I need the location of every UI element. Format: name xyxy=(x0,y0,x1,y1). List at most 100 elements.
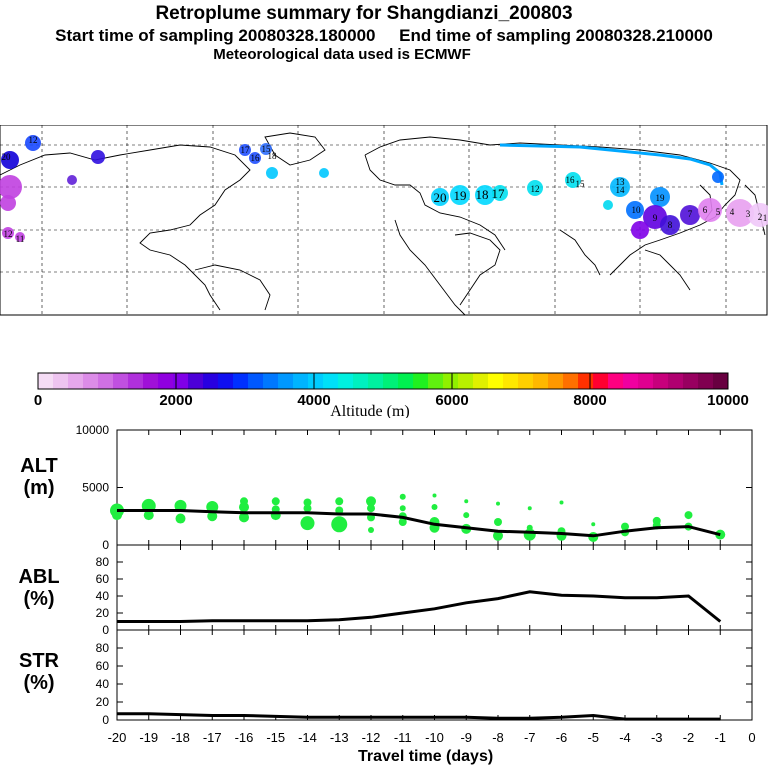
colorbar-cell xyxy=(518,373,534,389)
str-ytick-label: 0 xyxy=(102,713,109,727)
plume-marker-label: 12 xyxy=(29,135,38,145)
x-tick-label: -20 xyxy=(108,730,127,745)
x-tick-label: -6 xyxy=(556,730,568,745)
plume-marker xyxy=(431,188,449,206)
plume-marker-label: 18 xyxy=(268,151,278,161)
colorbar-cell xyxy=(68,373,84,389)
alt-scatter-point xyxy=(366,496,376,507)
plume-marker xyxy=(15,232,25,242)
colorbar-cell xyxy=(113,373,129,389)
str-ytick-label: 40 xyxy=(96,677,110,691)
alt-scatter-point xyxy=(367,504,375,513)
alt-panel-label: ALT (m) xyxy=(4,455,74,499)
x-tick-label: -5 xyxy=(587,730,599,745)
plume-marker-label: 15 xyxy=(576,179,586,189)
plume-marker-label: 3 xyxy=(746,209,751,219)
plume-marker-label: 15 xyxy=(262,144,272,154)
plume-marker xyxy=(2,227,14,239)
x-tick-label: -2 xyxy=(683,730,695,745)
alt-scatter-point xyxy=(239,512,249,523)
colorbar-cell xyxy=(503,373,519,389)
colorbar-cell xyxy=(218,373,234,389)
plume-marker-label: 1 xyxy=(763,213,768,223)
str-panel-label: STR (%) xyxy=(4,650,74,694)
plume-marker-label: 4 xyxy=(730,207,735,217)
plume-marker xyxy=(712,171,724,183)
colorbar-cell xyxy=(563,373,579,389)
alt-scatter-point xyxy=(399,505,406,512)
plume-marker xyxy=(450,185,470,205)
plume-marker xyxy=(266,167,278,179)
plume-marker xyxy=(527,180,543,196)
str-frame xyxy=(116,629,753,721)
colorbar-cell xyxy=(383,373,399,389)
x-tick-label: -7 xyxy=(524,730,536,745)
x-tick-label: -12 xyxy=(362,730,381,745)
alt-panel: 10000 5000 0 xyxy=(76,423,753,552)
colorbar-cell xyxy=(428,373,444,389)
plume-marker-label: 12 xyxy=(531,184,540,194)
alt-scatter-point xyxy=(431,504,438,511)
abl-unit: (%) xyxy=(23,588,55,610)
plume-marker-label: 20 xyxy=(2,152,12,162)
plume-marker xyxy=(492,185,508,201)
alt-scatter-point xyxy=(684,511,693,520)
colorbar-cell xyxy=(188,373,204,389)
colorbar-cell xyxy=(443,373,459,389)
plume-marker xyxy=(260,143,272,155)
colorbar-cell xyxy=(653,373,669,389)
alt-scatter-point xyxy=(206,501,219,514)
colorbar-cell xyxy=(713,373,729,389)
x-tick-label: -4 xyxy=(619,730,631,745)
alt-scatter-point xyxy=(463,512,470,519)
plume-marker xyxy=(25,135,41,151)
x-tick-label: -13 xyxy=(330,730,349,745)
plume-marker-label: 11 xyxy=(16,234,25,244)
alt-scatter-point xyxy=(303,504,312,513)
x-tick-label: -8 xyxy=(492,730,504,745)
plume-marker-label: 16 xyxy=(251,153,261,163)
alt-scatter-point xyxy=(523,528,536,541)
plume-marker xyxy=(631,221,649,239)
str-label: STR xyxy=(19,650,59,672)
x-tick-label: 0 xyxy=(748,730,755,745)
alt-scatter-point xyxy=(494,518,502,526)
plume-marker xyxy=(650,187,670,207)
plume-marker xyxy=(603,200,613,210)
colorbar-cell xyxy=(158,373,174,389)
chart-subtitle: Start time of sampling 20080328.180000 E… xyxy=(55,26,713,45)
colorbar-cell xyxy=(368,373,384,389)
abl-frame xyxy=(116,544,753,631)
abl-label: ABL xyxy=(18,566,60,588)
colorbar-cell xyxy=(338,373,354,389)
altitude-colorbar: 0 2000 4000 6000 8000 10000 Altitude (m) xyxy=(34,372,749,418)
abl-series-line xyxy=(117,590,722,623)
str-unit: (%) xyxy=(23,672,55,694)
colorbar-cell xyxy=(683,373,699,389)
alt-scatter-point xyxy=(591,522,596,527)
colorbar-cell xyxy=(323,373,339,389)
plume-marker-label: 19 xyxy=(454,188,467,203)
plume-marker-label: 16 xyxy=(566,175,576,185)
colorbar-tick-label: 10000 xyxy=(707,392,749,409)
alt-scatter-point xyxy=(175,513,186,524)
x-axis-label: Travel time (days) xyxy=(358,748,494,765)
plume-marker xyxy=(565,172,581,188)
plume-marker xyxy=(0,175,22,199)
plume-marker-label: 9 xyxy=(653,213,658,223)
alt-scatter-point xyxy=(399,493,406,500)
abl-ytick-label: 20 xyxy=(96,606,110,620)
alt-scatter-point xyxy=(112,510,122,521)
colorbar-cell xyxy=(203,373,219,389)
plume-marker xyxy=(1,151,19,169)
plume-marker xyxy=(626,201,644,219)
alt-scatter-point xyxy=(143,510,154,521)
plume-marker-label: 10 xyxy=(632,205,642,215)
x-tick-label: -19 xyxy=(139,730,158,745)
x-tick-label: -16 xyxy=(235,730,254,745)
colorbar-tick-label: 2000 xyxy=(159,392,192,409)
abl-ytick-label: 60 xyxy=(96,572,110,586)
alt-scatter-point xyxy=(493,530,503,541)
plume-marker-label: 2 xyxy=(758,212,763,222)
